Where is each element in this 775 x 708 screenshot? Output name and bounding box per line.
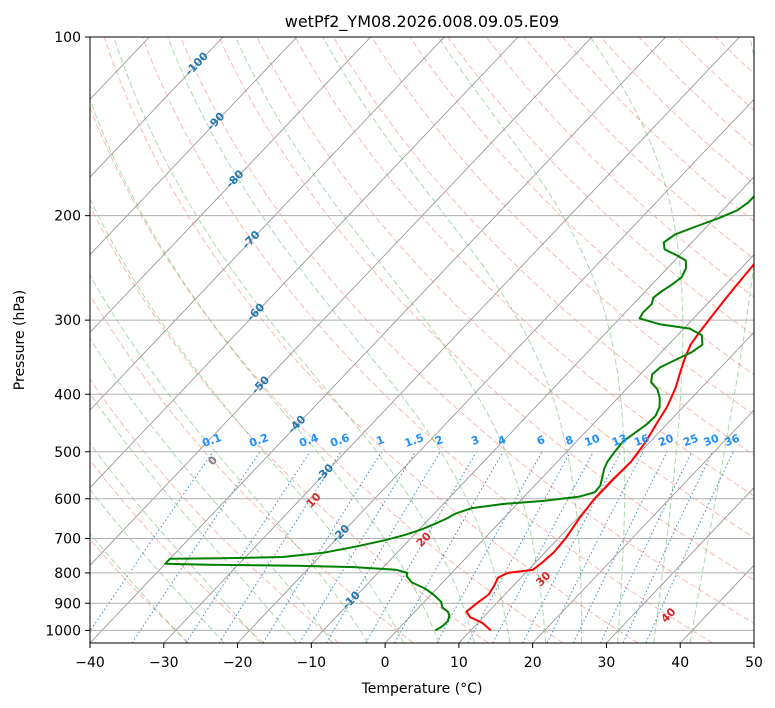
dewpoint-profile xyxy=(164,194,754,632)
mixing-ratio-line xyxy=(131,451,261,643)
mixing-ratio-label: 4 xyxy=(496,433,508,448)
x-tick-label: −10 xyxy=(297,655,327,671)
mixing-ratio-label: 0.6 xyxy=(328,431,351,450)
isotherm-line xyxy=(163,37,740,643)
isotherm-line xyxy=(311,176,754,643)
dry-adiabat xyxy=(485,37,754,298)
y-tick-label: 100 xyxy=(54,30,81,46)
y-tick-label: 200 xyxy=(54,209,81,225)
dry-adiabat xyxy=(90,106,564,643)
x-tick-label: 0 xyxy=(381,655,390,671)
x-axis: −40 −30 −20 −10 0 10 20 30 40 50 xyxy=(75,643,763,671)
dry-adiabat xyxy=(753,37,754,38)
y-tick-label: 800 xyxy=(54,566,81,582)
dry-adiabat xyxy=(294,37,754,497)
y-tick-label: 700 xyxy=(54,532,81,548)
mixing-ratio-label: 30 xyxy=(702,432,721,450)
mixing-ratio-label: 25 xyxy=(681,432,700,449)
dry-adiabat xyxy=(141,37,713,643)
mixing-ratio-line xyxy=(90,451,214,632)
y-tick-label: 500 xyxy=(54,445,81,461)
y-tick-label: 600 xyxy=(54,492,81,508)
dry-adiabat xyxy=(218,37,754,581)
moist-adiabat xyxy=(589,37,684,643)
y-tick-label: 400 xyxy=(54,387,81,403)
x-tick-label: 30 xyxy=(597,655,615,671)
moist-adiabat xyxy=(90,488,225,643)
x-tick-label: 20 xyxy=(524,655,542,671)
temperature-profile xyxy=(465,262,754,632)
y-tick-label: 900 xyxy=(54,596,81,612)
mixing-ratio-label: 36 xyxy=(723,432,742,450)
mixing-ratio-label: 2 xyxy=(433,433,445,448)
x-tick-label: 40 xyxy=(671,655,689,671)
mixing-ratio-label: 0.2 xyxy=(247,431,270,450)
moist-adiabat xyxy=(90,532,188,643)
isotherm-line xyxy=(90,37,593,566)
isotherm-line xyxy=(90,37,519,489)
isotherm-line xyxy=(90,37,298,256)
x-tick-label: 10 xyxy=(450,655,468,671)
mixing-ratio-label: 1 xyxy=(375,433,387,448)
moist-adiabat xyxy=(235,37,547,643)
isotherm-line xyxy=(90,37,371,334)
y-axis-label: Pressure (hPa) xyxy=(12,290,28,390)
isotherm-line xyxy=(753,642,754,643)
mixing-ratio-label: 13 xyxy=(610,432,629,449)
series-lines xyxy=(164,194,754,632)
x-tick-label: 50 xyxy=(745,655,763,671)
moist-adiabat xyxy=(689,37,754,643)
isotherm-line xyxy=(90,37,445,411)
mixing-ratio-label: 20 xyxy=(657,432,676,450)
mixing-ratio-line xyxy=(573,451,668,643)
mixing-ratio-line xyxy=(546,451,644,643)
moist-adiabat xyxy=(90,197,405,643)
mixing-ratio-label: 6 xyxy=(535,433,547,448)
x-axis-label: Temperature (°C) xyxy=(361,681,483,697)
dry-adiabat xyxy=(103,37,639,643)
moist-adiabat xyxy=(113,37,475,643)
mixing-ratio-label: 0.1 xyxy=(201,431,224,450)
isotherm-line xyxy=(606,487,754,643)
moist-adiabat xyxy=(90,442,261,643)
isotherm-line xyxy=(384,254,754,643)
x-tick-label: −40 xyxy=(75,655,105,671)
dry-adiabat xyxy=(409,37,754,376)
moist-adiabat xyxy=(322,37,582,643)
isotherm-line xyxy=(532,409,754,643)
mixing-ratio-label: 16 xyxy=(632,432,651,450)
mixing-ratio-line xyxy=(299,451,416,643)
y-axis: 100 200 300 400 500 600 700 800 900 1000 xyxy=(45,30,90,639)
chart-title: wetPf2_YM08.2026.008.09.05.E09 xyxy=(285,12,559,32)
isotherm-line xyxy=(458,331,754,643)
moist-adiabat xyxy=(90,274,369,643)
mixing-ratio-label: 0.4 xyxy=(298,431,321,450)
x-tick-label: −20 xyxy=(223,655,253,671)
isotherm-line xyxy=(90,37,224,178)
moist-adiabat xyxy=(90,98,440,643)
isotherm-line xyxy=(90,37,667,643)
mixing-ratio-label: 10 xyxy=(583,432,602,450)
x-tick-label: −30 xyxy=(149,655,179,671)
dry-adiabat xyxy=(371,37,754,416)
moist-adiabat xyxy=(90,392,297,643)
dry-adiabat xyxy=(180,37,754,624)
mixing-ratio-line xyxy=(467,451,572,643)
mixing-ratio-label: 1.5 xyxy=(403,431,426,450)
y-tick-label: 1000 xyxy=(45,623,81,639)
dry-adiabat xyxy=(90,459,265,643)
plot-frame xyxy=(89,36,755,644)
isotherm-line xyxy=(237,98,754,643)
y-tick-label: 300 xyxy=(54,313,81,329)
moist-adiabat xyxy=(437,37,626,643)
plot-background xyxy=(90,37,754,643)
moist-adiabat xyxy=(167,37,511,643)
mixing-ratio-label: 8 xyxy=(564,433,576,448)
isotherm-line xyxy=(0,37,2,643)
mixing-ratio-line xyxy=(436,451,543,643)
moist-adiabat xyxy=(90,337,333,643)
dry-adiabat xyxy=(90,204,489,643)
mixing-ratio-label: 3 xyxy=(469,433,481,448)
